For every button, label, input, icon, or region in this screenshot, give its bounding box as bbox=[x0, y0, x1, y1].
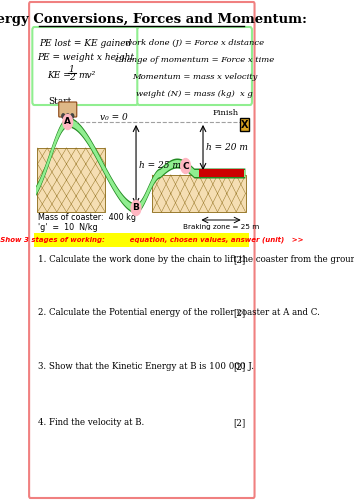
Text: 1. Calculate the work done by the chain to lift the coaster from the ground up t: 1. Calculate the work done by the chain … bbox=[38, 255, 354, 264]
Bar bbox=[34, 233, 249, 247]
Text: C: C bbox=[182, 162, 189, 170]
Text: Change of momentum = Force x time: Change of momentum = Force x time bbox=[115, 56, 274, 64]
Bar bbox=[152, 175, 246, 212]
FancyBboxPatch shape bbox=[32, 27, 138, 105]
Text: <<   Show 3 stages of working:          equation, chosen values, answer (unit)  : << Show 3 stages of working: equation, c… bbox=[0, 236, 303, 244]
Circle shape bbox=[131, 200, 141, 216]
Text: A: A bbox=[64, 118, 71, 126]
Text: Braking zone = 25 m: Braking zone = 25 m bbox=[183, 224, 259, 230]
Circle shape bbox=[62, 114, 65, 118]
FancyBboxPatch shape bbox=[137, 27, 252, 105]
Circle shape bbox=[71, 114, 74, 118]
Circle shape bbox=[63, 114, 73, 130]
Text: KE =: KE = bbox=[47, 70, 71, 80]
Text: X: X bbox=[240, 120, 248, 130]
Text: v₀ = 0: v₀ = 0 bbox=[100, 114, 128, 122]
Text: h = 20 m: h = 20 m bbox=[206, 143, 248, 152]
Text: [2]: [2] bbox=[233, 255, 246, 264]
Text: work done (J) = Force x distance: work done (J) = Force x distance bbox=[125, 39, 264, 47]
Text: [2]: [2] bbox=[233, 308, 246, 317]
Text: weight (N) = mass (kg)  x g: weight (N) = mass (kg) x g bbox=[136, 90, 253, 98]
Text: 4. Find the velocity at B.: 4. Find the velocity at B. bbox=[38, 418, 144, 427]
Text: 2. Calculate the Potential energy of the roller coaster at A and C.: 2. Calculate the Potential energy of the… bbox=[38, 308, 320, 317]
Text: 1: 1 bbox=[69, 64, 74, 74]
Text: h = 25 m: h = 25 m bbox=[139, 160, 181, 170]
Text: mv²: mv² bbox=[78, 70, 95, 80]
Text: Mass of coaster:  400 kg: Mass of coaster: 400 kg bbox=[38, 214, 136, 222]
Text: 3. Show that the Kinetic Energy at B is 100 000 J.: 3. Show that the Kinetic Energy at B is … bbox=[38, 362, 254, 371]
Text: Finish: Finish bbox=[212, 109, 239, 117]
Text: PE = weight x height: PE = weight x height bbox=[37, 52, 134, 62]
Text: 2: 2 bbox=[69, 74, 74, 82]
Bar bbox=[240, 118, 249, 131]
Text: [2]: [2] bbox=[233, 418, 246, 427]
Text: Momentum = mass x velocity: Momentum = mass x velocity bbox=[132, 73, 257, 81]
Text: Energy Conversions, Forces and Momentum:: Energy Conversions, Forces and Momentum: bbox=[0, 14, 307, 26]
Text: PE lost = KE gained: PE lost = KE gained bbox=[39, 40, 131, 48]
Text: Start: Start bbox=[48, 97, 72, 106]
FancyBboxPatch shape bbox=[29, 2, 255, 498]
Text: 'g'  =  10  N/kg: 'g' = 10 N/kg bbox=[38, 222, 98, 232]
Text: B: B bbox=[133, 204, 139, 212]
Circle shape bbox=[66, 114, 69, 118]
Bar bbox=[38, 148, 105, 212]
Circle shape bbox=[181, 158, 190, 174]
Text: [2]: [2] bbox=[233, 362, 246, 371]
FancyBboxPatch shape bbox=[59, 102, 77, 117]
